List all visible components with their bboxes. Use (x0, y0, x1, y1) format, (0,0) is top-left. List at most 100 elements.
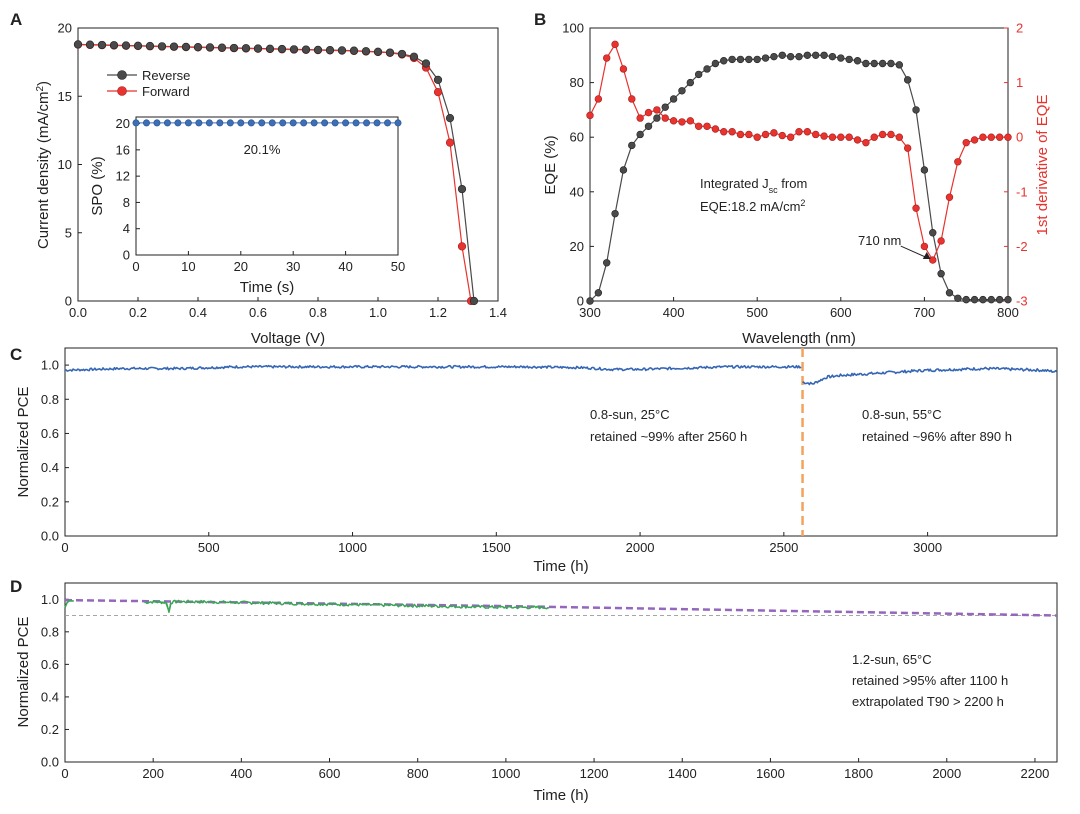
eqe-point (870, 59, 878, 68)
panel-d-x-tick-label: 400 (231, 766, 253, 781)
panel-a-x-tick-label: 0.2 (129, 305, 147, 320)
eqe-point (678, 87, 686, 95)
inset-y-tick-label: 0 (123, 248, 130, 263)
spo-point (195, 119, 203, 127)
eqe-point (728, 55, 736, 64)
derivative-point (912, 204, 920, 212)
panel-a-y-tick-label: 5 (65, 225, 72, 240)
eqe-point (795, 52, 803, 61)
derivative-point (903, 144, 912, 152)
eqe-point (1004, 295, 1012, 304)
panel-c-x-ticks: 0 500 1000 1500 2000 2500 3000 (61, 532, 942, 555)
jsc-line1-sub: sc (769, 185, 779, 195)
eqe-point (828, 52, 837, 61)
panel-b-right-y-tick-label: -3 (1016, 294, 1028, 309)
derivative-point (720, 128, 728, 136)
derivative-point (845, 133, 853, 141)
panel-a-y-axis-title-main: Current density (mA/cm (35, 92, 52, 250)
eqe-point (929, 229, 937, 237)
reverse-jv-point (157, 42, 167, 51)
derivative-point (711, 125, 720, 133)
eqe-point (644, 122, 653, 130)
panel-d-annotation-3: extrapolated T90 > 2200 h (852, 694, 1004, 709)
eqe-point (962, 295, 970, 304)
inset-x-ticks: 0 10 20 30 40 50 (132, 251, 405, 274)
eqe-point (862, 59, 870, 68)
reverse-jv-point (193, 43, 203, 52)
jsc-line2-main: EQE:18.2 mA/cm (700, 199, 800, 214)
panel-b-y-axis-title: EQE (%) (542, 135, 559, 194)
panel-a-y-tick-label: 20 (58, 21, 72, 36)
reverse-jv-point (277, 44, 287, 54)
eqe-point (694, 70, 703, 79)
derivative-point (853, 136, 862, 144)
panel-b-x-tick-label: 300 (579, 305, 601, 320)
eqe-point (661, 103, 669, 111)
panel-c-y-tick-label: 0.4 (41, 460, 59, 475)
derivative-point (728, 128, 736, 136)
reverse-jv-point (301, 45, 311, 54)
inset-y-tick-label: 16 (116, 142, 130, 157)
inset-x-tick-label: 40 (338, 259, 352, 274)
panel-a-x-axis-title: Voltage (V) (251, 330, 325, 347)
eqe-point (954, 294, 962, 302)
eqe-point (887, 59, 895, 68)
reverse-jv-point (205, 43, 215, 52)
eqe-point (903, 76, 912, 84)
stability-25c-trace (64, 364, 802, 372)
reverse-jv-point (325, 46, 335, 55)
reverse-jv-point (349, 46, 359, 55)
panel-d-y-axis-title: Normalized PCE (15, 617, 32, 728)
panel-a-x-ticks: 0.0 0.2 0.4 0.6 0.8 1.0 1.2 1.4 (69, 297, 507, 320)
panel-c-x-tick-label: 1000 (338, 540, 367, 555)
eqe-point (853, 57, 862, 65)
panel-c-y-ticks: 0.0 0.2 0.4 0.6 0.8 1.0 (41, 358, 69, 544)
legend-reverse-marker (117, 70, 127, 80)
panel-c-x-tick-label: 0 (61, 540, 68, 555)
derivative-point (887, 130, 895, 139)
panel-d-annotation-1: 1.2-sun, 65°C (852, 652, 932, 667)
eqe-jsc-annotation-line1: Integrated Jsc from (700, 176, 807, 195)
panel-letter-d: D (10, 577, 22, 596)
eqe-point (653, 114, 661, 122)
eqe-point (603, 259, 611, 267)
reverse-jv-point (409, 52, 419, 61)
panel-c-x-tick-label: 2000 (626, 540, 655, 555)
reverse-jv-point (445, 113, 455, 123)
panel-d-frame (64, 582, 1058, 763)
panel-d: D 0 200 400 600 800 1000 1200 1400 1600 1800 2000 2… (10, 577, 1058, 804)
stability-55c-trace (802, 366, 1058, 386)
jsc-line2-sup: 2 (800, 198, 805, 208)
panel-b-right-y-tick-label: -1 (1016, 184, 1028, 199)
panel-a-x-tick-label: 0.8 (309, 305, 327, 320)
panel-a-y-ticks: 0 5 10 15 20 (58, 21, 82, 309)
derivative-point (678, 118, 686, 126)
derivative-point (736, 130, 745, 139)
derivative-point (694, 122, 703, 130)
panel-c-y-axis-title: Normalized PCE (15, 387, 32, 498)
inset-y-tick-label: 12 (116, 169, 130, 184)
forward-jv-point (445, 138, 455, 147)
eqe-point (820, 51, 828, 59)
panel-d-x-tick-label: 1800 (844, 766, 873, 781)
panel-d-x-tick-label: 1000 (491, 766, 520, 781)
derivative-point (937, 237, 945, 245)
spo-point (331, 119, 339, 127)
eqe-point (987, 295, 995, 304)
panel-b-y-ticks: 0 20 40 60 80 100 (562, 21, 594, 309)
eqe-point (711, 59, 720, 68)
eqe-point (770, 52, 778, 61)
panel-d-x-tick-label: 800 (407, 766, 429, 781)
panel-b-right-y-tick-label: 0 (1016, 130, 1023, 145)
panel-a-y-tick-label: 10 (58, 157, 72, 172)
reverse-jv-point (361, 47, 371, 56)
reverse-jv-point (109, 41, 119, 50)
peak-annotation: 710 nm (858, 233, 901, 248)
derivative-point (878, 130, 887, 139)
panel-d-x-tick-label: 1400 (668, 766, 697, 781)
reverse-jv-point (73, 40, 83, 49)
panel-c-x-axis-title: Time (h) (533, 558, 588, 575)
